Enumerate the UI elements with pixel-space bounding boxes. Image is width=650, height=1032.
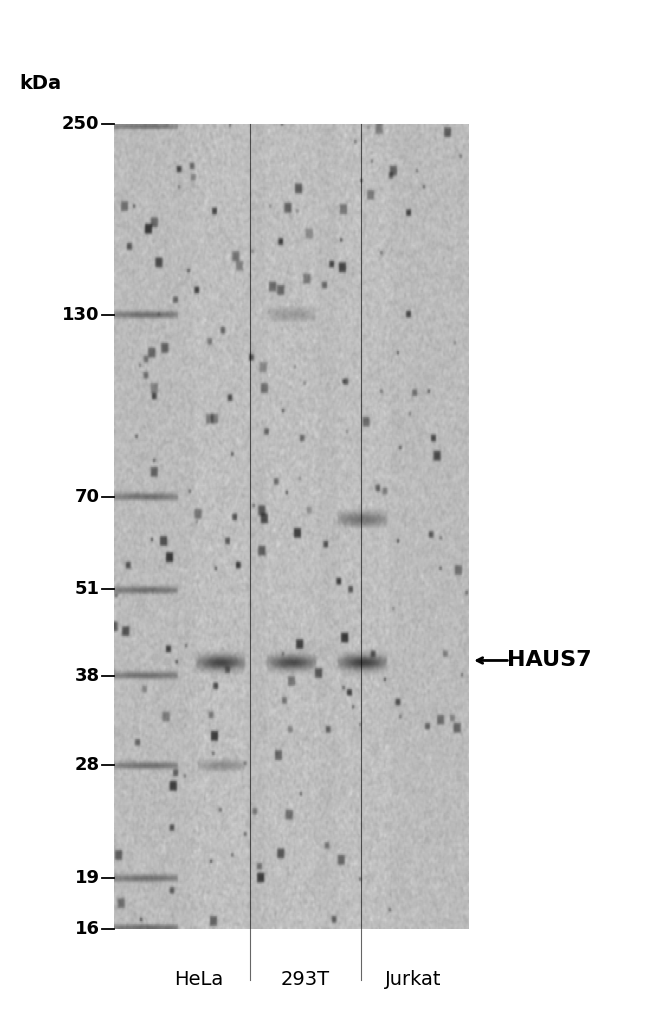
Text: 130: 130 (62, 307, 99, 324)
Text: 16: 16 (75, 920, 99, 938)
Text: 70: 70 (75, 487, 99, 506)
Text: 19: 19 (75, 870, 99, 888)
Text: 293T: 293T (281, 970, 330, 989)
Text: HeLa: HeLa (174, 970, 223, 989)
Text: 38: 38 (74, 667, 99, 684)
Text: 250: 250 (62, 115, 99, 133)
Text: Jurkat: Jurkat (385, 970, 441, 989)
Text: HAUS7: HAUS7 (507, 650, 592, 671)
Text: kDa: kDa (20, 74, 62, 93)
Text: 51: 51 (75, 580, 99, 599)
Text: 28: 28 (74, 755, 99, 774)
